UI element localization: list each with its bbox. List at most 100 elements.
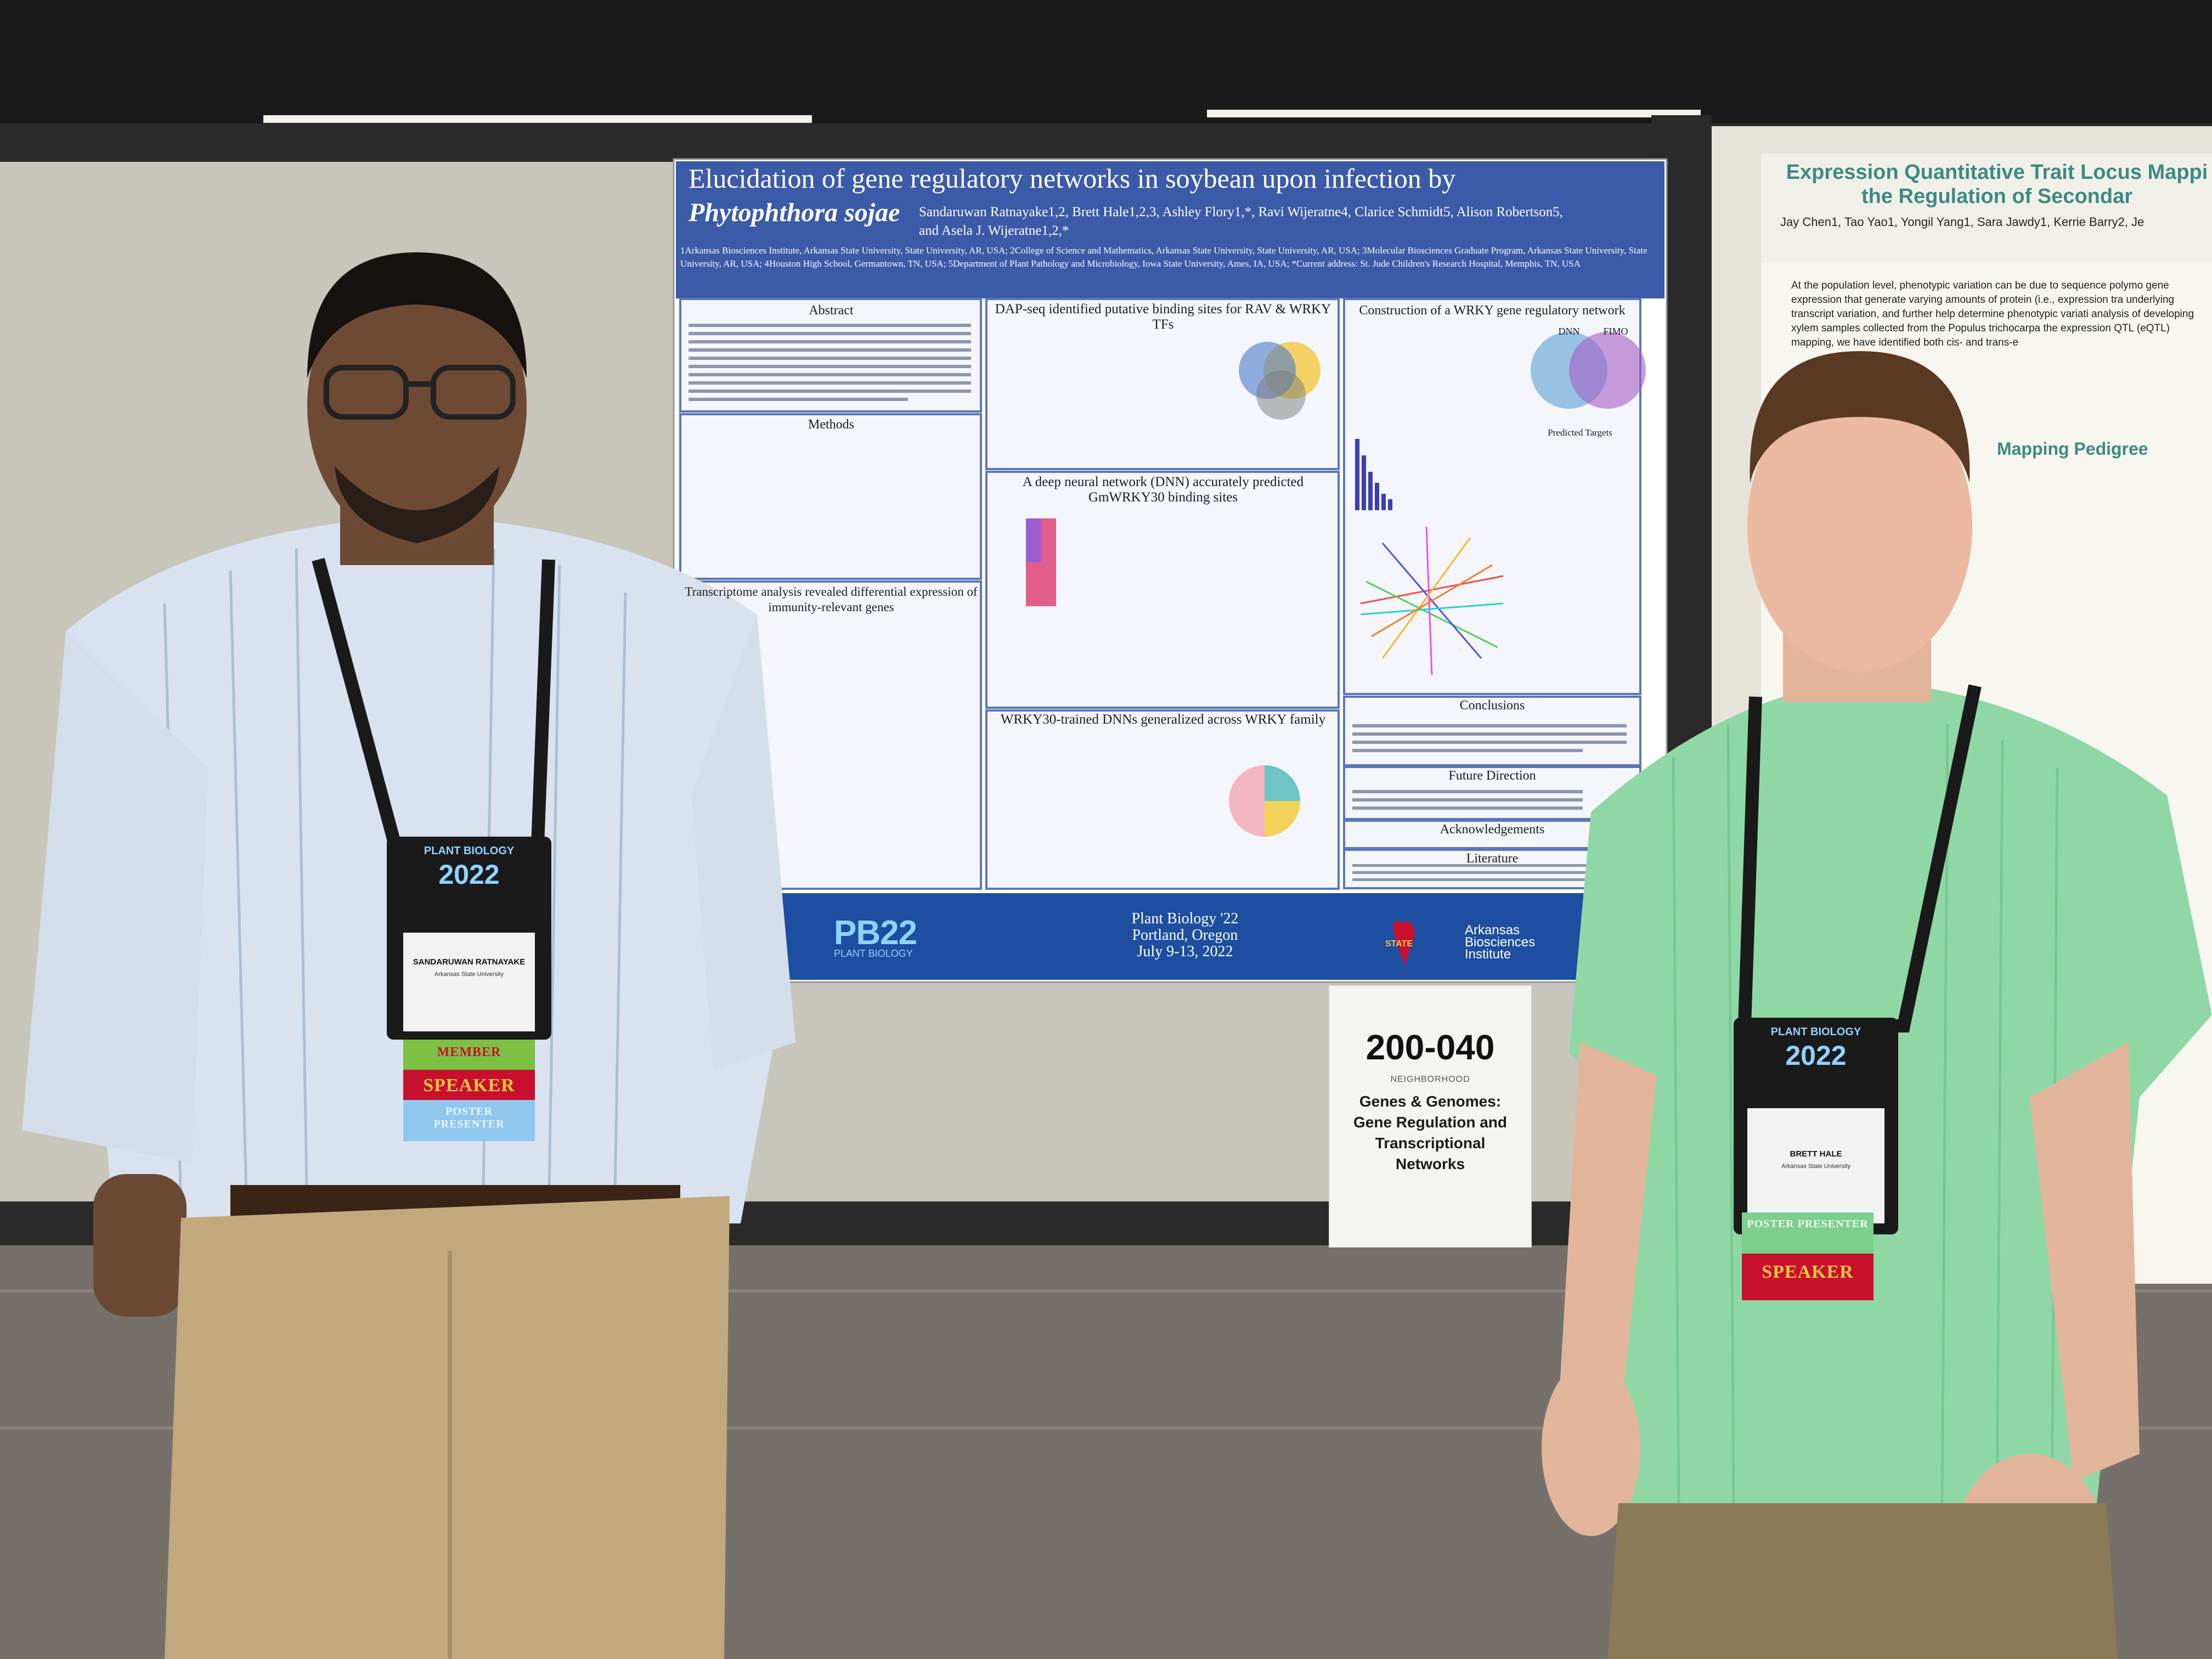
- poster-board-sign: 200-040 NEIGHBORHOOD Genes & Genomes: Ge…: [1329, 985, 1532, 1248]
- conference-name: Plant Biology '22: [1131, 910, 1239, 927]
- section-transcriptome: Transcriptome analysis revealed differen…: [685, 585, 978, 614]
- ceiling-light-strip: [263, 115, 812, 123]
- section-acknowledgements: Acknowledgements: [1440, 822, 1545, 837]
- person-left-head: [307, 266, 527, 546]
- sign-neighborhood: NEIGHBORHOOD: [1390, 1075, 1470, 1084]
- venn-fimo: [1569, 332, 1646, 409]
- poster-title: Elucidation of gene regulatory networks …: [689, 163, 1456, 194]
- ribbon-member: [403, 1040, 535, 1070]
- poster-authors: Sandaruwan Ratnayake1,2, Brett Hale1,2,3…: [919, 203, 1632, 240]
- abi-logo: Arkansas Biosciences Institute: [1465, 924, 1535, 961]
- conference-dates: July 9-13, 2022: [1137, 943, 1233, 960]
- person-left-arm: [22, 631, 208, 1163]
- section-methods: Methods: [808, 417, 854, 432]
- poster-footer-conference: Plant Biology '22 Portland, Oregon July …: [1059, 911, 1311, 960]
- person-left-hair: [307, 252, 527, 379]
- iowa-state-logo: [1393, 922, 1415, 966]
- sign-topic-line: Genes & Genomes:: [1359, 1093, 1502, 1110]
- sign-topic: Genes & Genomes: Gene Regulation and Tra…: [1340, 1091, 1520, 1175]
- badge-left-org: Arkansas State University: [435, 971, 504, 978]
- right-poster-header: [1761, 154, 2212, 263]
- person-left: [22, 252, 795, 1659]
- section-dapseq: DAP-seq identified putative binding site…: [995, 302, 1331, 332]
- floor-line: [0, 1289, 2212, 1293]
- network-graph: [1360, 526, 1504, 675]
- person-right-pants: [1607, 1503, 2118, 1659]
- ribbon-right-poster-label: POSTER PRESENTER: [1747, 1218, 1869, 1230]
- ribbon-speaker-label: SPEAKER: [423, 1075, 515, 1096]
- ceiling-light-strip: [1207, 110, 1701, 117]
- venn-circle: [1256, 370, 1306, 420]
- badge-card: [403, 933, 535, 1031]
- person-right-head: [1747, 381, 1972, 672]
- person-right-arm: [2030, 1042, 2140, 1481]
- section-abstract: Abstract: [809, 303, 854, 318]
- pie-slice: [1265, 765, 1300, 801]
- person-right: [1542, 351, 2212, 1659]
- sign-topic-line: Networks: [1395, 1155, 1465, 1172]
- venn-label-fimo: FIMO: [1603, 326, 1628, 337]
- ribbon-right-speaker-label: SPEAKER: [1762, 1262, 1854, 1282]
- abi-line2: Biosciences: [1465, 935, 1536, 950]
- right-poster-authors: Jay Chen1, Tao Yao1, Yongil Yang1, Sara …: [1780, 215, 2145, 229]
- panel-methods: [679, 413, 982, 580]
- poster-footer: [676, 893, 1664, 980]
- badge-left-year: 2022: [438, 859, 500, 890]
- ribbon-speaker: [403, 1070, 535, 1100]
- person-left-hand: [93, 1174, 187, 1317]
- poster-title-species: Phytophthora sojae: [689, 198, 900, 227]
- floor-line: [0, 1426, 2212, 1430]
- right-poster-section: Mapping Pedigree: [1997, 439, 2148, 459]
- person-right-hair: [1750, 351, 1970, 483]
- badge-right-title: PLANT BIOLOGY: [1770, 1026, 1861, 1038]
- pb22-logo-subtitle: PLANT BIOLOGY: [834, 948, 913, 959]
- panel-conclusions: [1343, 696, 1641, 766]
- sign-topic-line: Transcriptional: [1375, 1135, 1486, 1152]
- sign-number: 200-040: [1365, 1028, 1495, 1067]
- poster-header: [676, 161, 1664, 298]
- right-poster-title-line1: Expression Quantitative Trait Locus Mapp…: [1786, 161, 2208, 184]
- right-poster-title: Expression Quantitative Trait Locus Mapp…: [1778, 160, 2212, 208]
- sign-topic-line: Gene Regulation and: [1353, 1114, 1508, 1131]
- poster-affiliations: 1Arkansas Biosciences Institute, Arkansa…: [680, 245, 1647, 269]
- section-future: Future Direction: [1448, 769, 1536, 783]
- poster-text-lines: [689, 324, 1627, 881]
- bar-chart: [1355, 439, 1392, 510]
- pie-slice: [1265, 801, 1300, 837]
- badge-left-title: PLANT BIOLOGY: [424, 845, 515, 857]
- person-right-hand: [1542, 1361, 1640, 1536]
- section-literature: Literature: [1466, 851, 1519, 866]
- person-left-pants: [165, 1196, 730, 1659]
- section-generalized: WRKY30-trained DNNs generalized across W…: [1000, 712, 1326, 727]
- badge-card: [1747, 1108, 1884, 1223]
- person-right-arm: [1558, 1042, 1657, 1437]
- predicted-targets-label: Predicted Targets: [1548, 427, 1612, 438]
- glasses: [324, 365, 409, 420]
- ceiling: [0, 0, 2212, 132]
- ribbon-poster: [1742, 1212, 1874, 1254]
- person-left-arm: [691, 614, 795, 1070]
- poster-authors-line2: and Asela J. Wijeratne1,2,*: [919, 223, 1069, 238]
- poster-authors-line1: Sandaruwan Ratnayake1,2, Brett Hale1,2,3…: [919, 205, 1564, 219]
- badge-right-org: Arkansas State University: [1781, 1163, 1850, 1170]
- right-poster-title-line2: the Regulation of Secondar: [1861, 185, 2133, 208]
- ribbon-member-label: MEMBER: [437, 1045, 501, 1059]
- ribbon-poster-label: POSTER PRESENTER: [433, 1105, 505, 1130]
- person-left-beard: [335, 466, 499, 543]
- badge-left-name: SANDARUWAN RATNAYAKE: [413, 957, 526, 967]
- section-conclusions: Conclusions: [1459, 698, 1525, 713]
- section-wrky-network: Construction of a WRKY gene regulatory n…: [1359, 303, 1626, 318]
- badge-right-name: BRETT HALE: [1790, 1149, 1842, 1159]
- right-poster-body: At the population level, phenotypic vari…: [1791, 280, 2194, 348]
- heatmap: [1026, 518, 1041, 562]
- venn-label-dnn: DNN: [1558, 326, 1580, 337]
- badge-right-year: 2022: [1785, 1040, 1847, 1071]
- section-dnn: A deep neural network (DNN) accurately p…: [1022, 475, 1304, 505]
- conference-location: Portland, Oregon: [1132, 927, 1238, 944]
- ribbon-poster: [403, 1100, 535, 1141]
- pb22-logo: PB22: [834, 914, 917, 952]
- abi-line3: Institute: [1465, 947, 1511, 962]
- iowa-state-wordmark: STATE: [1385, 939, 1413, 949]
- glasses: [431, 365, 516, 420]
